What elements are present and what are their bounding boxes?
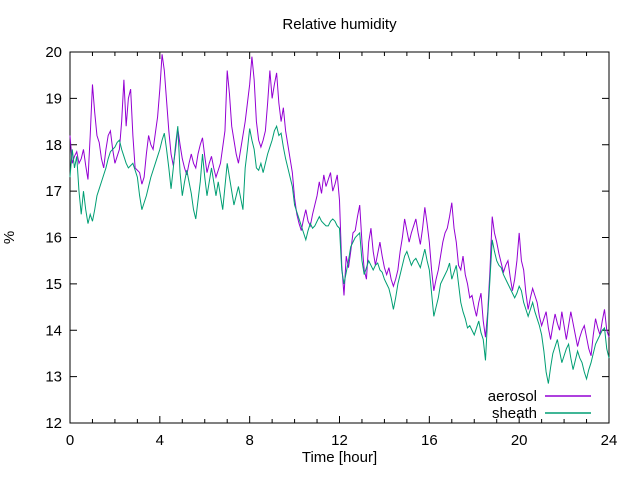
x-tick-label: 16	[421, 432, 438, 449]
y-tick-label: 12	[45, 415, 62, 432]
axes-layer: 0 4 8 12 16 20 24 12 13 14 15 16 17 18 19 20	[45, 44, 617, 449]
x-tick-label: 4	[156, 432, 164, 449]
y-axis-label: %	[1, 231, 18, 244]
x-tick-label: 24	[601, 432, 618, 449]
legend-label-sheath: sheath	[492, 405, 537, 422]
y-tick-label: 16	[45, 230, 62, 247]
x-tick-label: 8	[245, 432, 253, 449]
legend-label-aerosol: aerosol	[488, 388, 537, 405]
y-tick-label: 18	[45, 137, 62, 154]
series-layer	[69, 54, 610, 384]
y-tick-label: 15	[45, 276, 62, 293]
y-tick-label: 17	[45, 183, 62, 200]
x-tick-label: 0	[66, 432, 74, 449]
x-axis-label: Time [hour]	[302, 449, 377, 466]
series-sheath-line	[69, 124, 610, 384]
series-aerosol-line	[69, 54, 610, 356]
y-tick-label: 20	[45, 44, 62, 61]
y-tick-label: 14	[45, 322, 62, 339]
chart-title: Relative humidity	[282, 16, 397, 33]
y-tick-label: 19	[45, 90, 62, 107]
y-tick-label: 13	[45, 369, 62, 386]
legend: aerosol sheath	[488, 388, 591, 422]
x-tick-label: 20	[511, 432, 528, 449]
x-tick-label: 12	[331, 432, 348, 449]
